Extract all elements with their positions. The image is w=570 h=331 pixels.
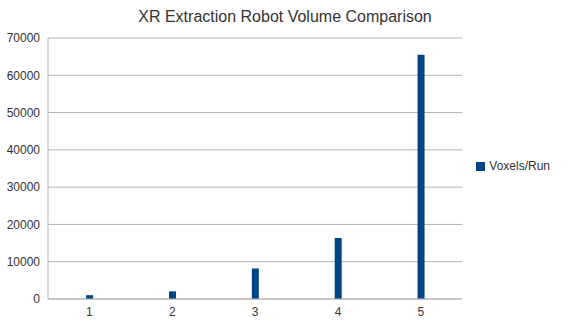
svg-text:30000: 30000 <box>8 180 40 194</box>
svg-text:10000: 10000 <box>8 255 40 269</box>
svg-text:20000: 20000 <box>8 218 40 232</box>
svg-text:2: 2 <box>169 305 176 319</box>
svg-text:40000: 40000 <box>8 143 40 157</box>
svg-text:60000: 60000 <box>8 69 40 83</box>
svg-text:50000: 50000 <box>8 106 40 120</box>
svg-text:70000: 70000 <box>8 31 40 45</box>
html-text:XR Extraction Robot Volume Com: XR Extraction Robot Volume Comparison <box>138 8 432 25</box>
svg-text:0: 0 <box>33 292 40 306</box>
svg-text:5: 5 <box>418 305 425 319</box>
svg-text:3: 3 <box>252 305 259 319</box>
html-text:Voxels/Run: Voxels/Run <box>489 158 550 173</box>
svg-text:4: 4 <box>335 305 342 319</box>
svg-text:1: 1 <box>86 305 93 319</box>
